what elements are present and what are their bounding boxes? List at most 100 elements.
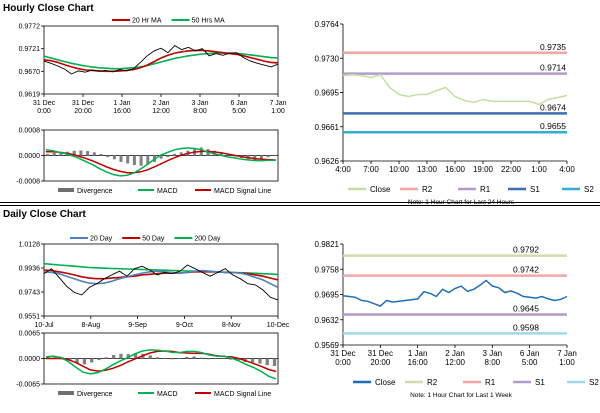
divergence-bar (229, 358, 233, 360)
y-tick-label: 0.9695 (315, 89, 340, 98)
divergence-bar (112, 155, 116, 160)
x-tick-label: 7 Jan 1:00 (557, 349, 577, 367)
y-tick-label: 0.9695 (315, 291, 340, 300)
divergence-bar (53, 356, 57, 359)
y-tick-label: -0.0065 (16, 382, 40, 389)
divergence-bar (236, 358, 240, 361)
divergence-bar (104, 357, 108, 359)
divergence-bar (119, 155, 123, 162)
level-label-r2: 0.9792 (513, 245, 539, 255)
divergence-bar (166, 155, 170, 158)
y-tick-label: 0.9721 (19, 46, 41, 53)
divergence-bar (148, 355, 152, 359)
divergence-bar (72, 150, 76, 156)
y-tick-label: 0.9730 (315, 54, 340, 63)
x-tick-label: 10:00 (389, 165, 410, 174)
legend-label: Divergence (77, 188, 113, 195)
divergence-bar (46, 356, 50, 359)
divergence-bar (75, 358, 79, 364)
level-label-r1: 0.9742 (513, 265, 539, 275)
divergence-bar (133, 353, 138, 359)
x-tick-label: 9-Sep (128, 322, 147, 329)
x-tick-label: 31 Dec 20:00 (72, 100, 95, 115)
divergence-bar (79, 150, 83, 156)
divergence-bar (170, 358, 174, 360)
legend-label: S1 (530, 185, 540, 194)
legend-label: 20 Day (90, 236, 113, 243)
price-line (43, 45, 279, 75)
legend-label: S2 (584, 185, 594, 194)
x-tick-label: 4:00 (335, 165, 351, 174)
legend-label: MACD (157, 391, 178, 398)
divergence-bar (52, 152, 56, 156)
level-label-s1: 0.9645 (513, 304, 539, 314)
section-divider-top (0, 202, 600, 203)
legend-label: MACD Signal Line (214, 188, 271, 195)
divergence-bar (179, 152, 183, 156)
x-tick-label: 6 Jan 5:00 (520, 349, 540, 367)
y-tick-label: 0.9569 (315, 341, 340, 350)
divergence-bar (112, 355, 116, 359)
x-tick-label: 8-Nov (222, 322, 241, 329)
level-label-s2: 0.9598 (513, 322, 539, 332)
x-tick-label: 2 Jan 12:00 (445, 349, 466, 367)
x-tick-label: 4:00 (559, 165, 575, 174)
y-tick-label: 0.9632 (315, 316, 340, 325)
chart-note: Note: 1 Hour Chart for Last 1 Week (410, 392, 513, 399)
x-tick-label: 31 Dec 0:00 (33, 100, 56, 115)
legend-label: 20 Hr MA (132, 18, 162, 25)
divergence-bar (46, 153, 49, 156)
divergence-bar (86, 151, 90, 156)
level-label-r2: 0.9735 (540, 42, 566, 52)
divergence-bar (250, 358, 255, 363)
x-tick-label: 10-Jul (34, 322, 54, 329)
x-tick-label: 2 Jan 12:00 (152, 100, 170, 115)
hourly-macd-chart: 0.0008 0.0000 -0.0008 Divergence MACD MACD Si… (16, 128, 279, 195)
y-tick-label: 0.9821 (315, 240, 340, 249)
legend-label: Close (375, 378, 396, 387)
x-tick-label: 22:00 (501, 165, 522, 174)
y-tick-label: 0.9661 (315, 123, 340, 132)
level-label-r1: 0.9714 (540, 63, 566, 73)
y-tick-label: 0.0000 (19, 356, 41, 363)
divergence-bar (192, 356, 196, 359)
divergence-bar (82, 358, 87, 365)
daily-section-title: Daily Close Chart (3, 209, 86, 220)
divergence-bar (177, 358, 182, 359)
divergence-bar (132, 155, 136, 166)
close-line (342, 73, 568, 106)
level-label-s1: 0.9674 (540, 102, 566, 112)
divergence-bar (259, 155, 263, 159)
y-tick-label: 0.9936 (19, 266, 41, 273)
y-tick-label: -0.0008 (16, 179, 40, 186)
divergence-bar (173, 153, 176, 156)
divergence-bar (226, 154, 230, 156)
divergence-bar (272, 358, 277, 366)
divergence-bar (273, 155, 277, 157)
divergence-bar (199, 357, 204, 359)
divergence-bar (139, 155, 143, 166)
macd-signal-line (46, 150, 277, 174)
legend-label: Close (370, 185, 391, 194)
x-tick-label: 8-Aug (81, 322, 100, 329)
x-tick-label: 13:00 (417, 165, 438, 174)
divergence-bar (126, 354, 130, 359)
divergence-bar (99, 153, 103, 156)
divergence-bar (106, 155, 110, 158)
legend-label: S2 (589, 378, 599, 387)
y-tick-label: 0.9551 (19, 314, 41, 321)
y-tick-label: 1.0128 (19, 242, 41, 249)
divergence-bar (126, 155, 130, 164)
x-tick-label: 6 Jan 5:00 (230, 100, 247, 115)
hourly-section-title: Hourly Close Chart (3, 3, 94, 14)
ma-line (43, 269, 279, 289)
divergence-bar (221, 358, 225, 359)
legend-label: 200 Day (194, 236, 221, 243)
divergence-bar (159, 155, 163, 159)
legend-swatch (58, 188, 74, 192)
legend-label: R2 (427, 378, 438, 387)
ma-line (43, 52, 279, 70)
divergence-bar (146, 155, 150, 165)
